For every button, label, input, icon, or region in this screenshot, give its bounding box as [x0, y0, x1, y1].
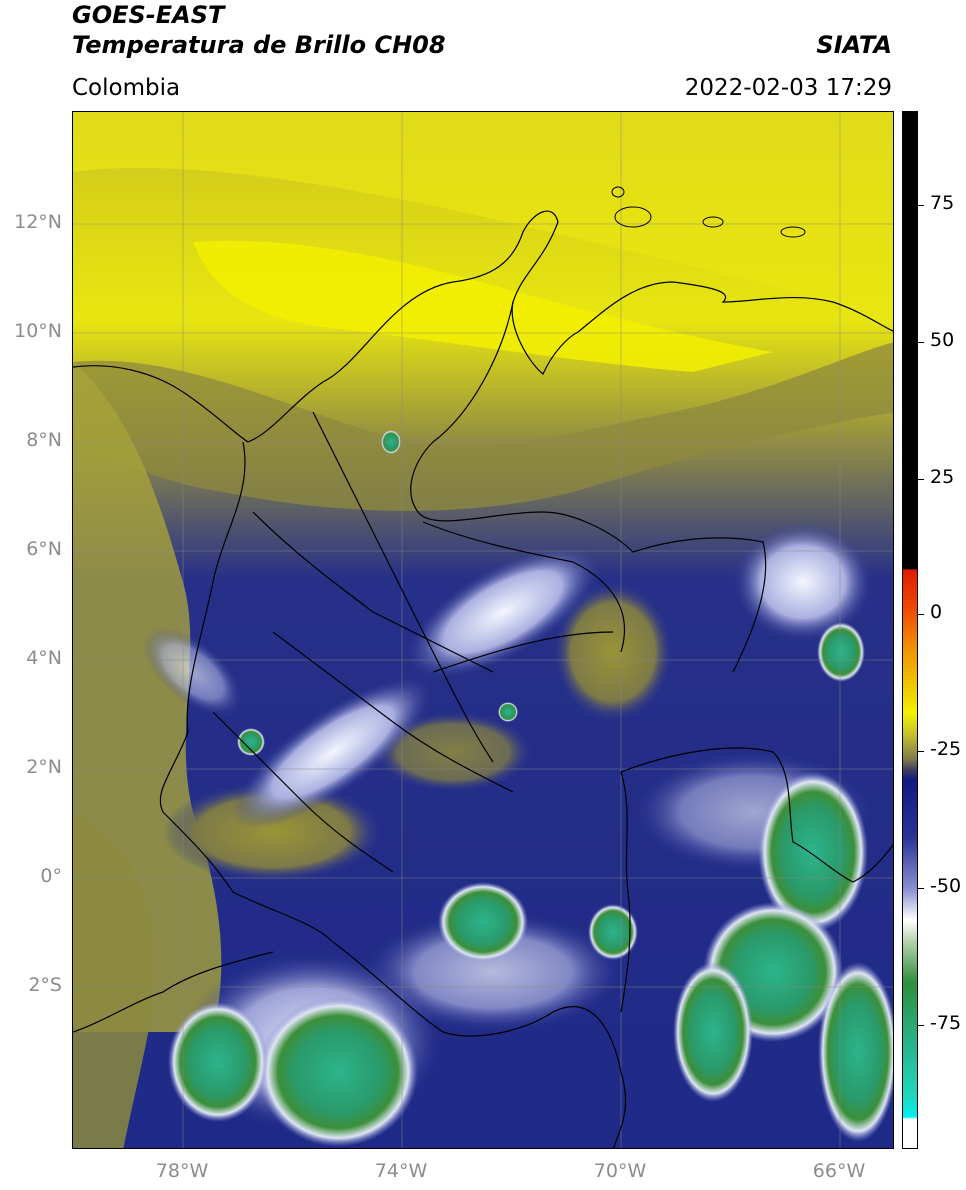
graticule [73, 112, 893, 1148]
lat-tick: 8°N [26, 429, 62, 451]
colorbar-tick: 25 [930, 466, 955, 488]
lon-tick: 70°W [593, 1160, 647, 1182]
colorbar-tick-mark [918, 1025, 924, 1026]
map-svg [73, 112, 893, 1148]
colorbar-tick-mark [918, 751, 924, 752]
colorbar-tick: -50 [930, 875, 962, 897]
lon-tick: 78°W [155, 1160, 209, 1182]
convective-cell [817, 622, 865, 682]
timestamp-label: 2022-02-03 17:29 [684, 75, 892, 101]
satellite-map [72, 111, 894, 1149]
colorbar [902, 111, 918, 1149]
convective-cell [588, 904, 638, 960]
islands [611, 186, 806, 238]
colorbar-tick-mark [918, 479, 924, 480]
title-block: GOES-EAST Temperatura de Brillo CH08 Col… [72, 0, 446, 102]
colorbar-tick: -25 [930, 738, 962, 760]
lat-tick: 0° [40, 865, 62, 887]
lat-tick: 2°S [28, 974, 62, 996]
convective-cell [168, 1002, 268, 1122]
colorbar-tick-mark [918, 205, 924, 206]
colorbar-tick: 75 [930, 192, 955, 214]
lon-tick: 74°W [374, 1160, 428, 1182]
convective-cell [498, 702, 518, 722]
lat-tick: 4°N [26, 647, 62, 669]
lat-tick: 6°N [26, 538, 62, 560]
convective-cell [237, 728, 265, 756]
country-borders [73, 210, 893, 1148]
product-title: Temperatura de Brillo CH08 [72, 31, 446, 59]
colorbar-tick: 0 [930, 601, 943, 623]
organization-label: SIATA [816, 31, 892, 59]
colorbar-tick-mark [918, 614, 924, 615]
convective-cell [438, 882, 528, 962]
lat-tick: 12°N [14, 211, 62, 233]
region-label: Colombia [72, 75, 181, 101]
lat-tick: 10°N [14, 320, 62, 342]
colorbar-tick: -75 [930, 1012, 962, 1034]
title-right-block: SIATA 2022-02-03 17:29 [685, 30, 892, 102]
colorbar-tick: 50 [930, 329, 955, 351]
colorbar-tick-mark [918, 888, 924, 889]
convective-cell [673, 962, 753, 1102]
colorbar-svg [903, 112, 917, 1148]
colorbar-tick-mark [918, 342, 924, 343]
lat-tick: 2°N [26, 756, 62, 778]
convective-cell [818, 962, 893, 1142]
satellite-title: GOES-EAST [72, 1, 225, 29]
convective-cell [258, 997, 418, 1147]
lon-tick: 66°W [812, 1160, 866, 1182]
convective-cell [758, 772, 868, 932]
